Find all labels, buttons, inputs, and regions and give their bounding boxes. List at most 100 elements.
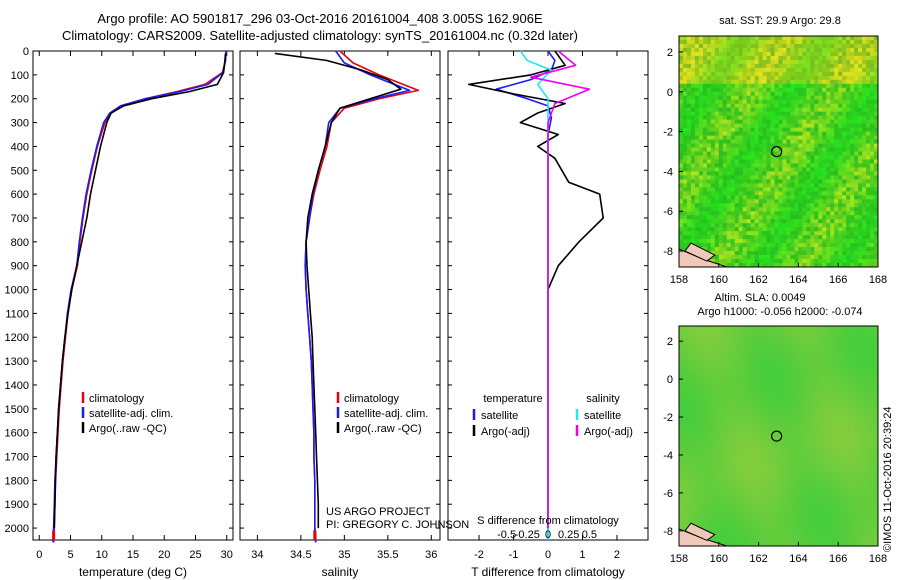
map-pixel <box>754 135 759 140</box>
map-pixel <box>774 203 779 208</box>
map-pixel <box>834 367 839 372</box>
map-pixel <box>806 167 811 172</box>
map-pixel <box>738 247 744 252</box>
map-pixel <box>806 215 811 220</box>
map-pixel <box>706 413 712 418</box>
map-pixel <box>742 63 748 69</box>
map-pixel <box>766 75 771 81</box>
map-pixel <box>762 191 767 196</box>
map-pixel <box>774 375 779 380</box>
map-pixel <box>746 119 752 125</box>
map-pixel <box>686 211 692 216</box>
map-pixel <box>834 223 839 228</box>
map-pixel <box>798 375 803 380</box>
map-pixel <box>850 367 855 372</box>
panel-frame-salinity <box>239 50 441 541</box>
map-pixel <box>702 39 708 45</box>
map-pixel <box>762 79 767 85</box>
map-pixel <box>862 91 867 97</box>
map-pixel <box>798 255 803 260</box>
map-pixel <box>778 413 783 418</box>
map-pixel <box>758 263 763 268</box>
map-pixel <box>838 386 843 391</box>
map-pixel <box>818 424 823 429</box>
map-pixel <box>686 443 692 448</box>
map-pixel <box>722 179 728 184</box>
map-pixel <box>866 55 871 61</box>
map-pixel <box>690 352 696 357</box>
map-pixel <box>714 111 720 117</box>
map-pixel <box>862 341 867 346</box>
map-pixel <box>838 375 843 380</box>
map-pixel <box>786 135 791 140</box>
map-pixel <box>830 447 835 452</box>
map-pixel <box>818 360 823 365</box>
map-pixel <box>698 420 704 426</box>
map-pixel <box>798 155 803 160</box>
map-pixel <box>870 352 875 357</box>
map-pixel <box>738 382 744 388</box>
map-pixel <box>726 223 732 228</box>
map-pixel <box>718 111 724 117</box>
x-tick-label: 2 <box>614 549 620 561</box>
map-pixel <box>726 36 732 41</box>
map-pixel <box>710 432 716 437</box>
map-pixel <box>702 352 708 357</box>
map-pixel <box>866 420 871 426</box>
map-pixel <box>706 139 712 144</box>
map-pixel <box>862 51 867 57</box>
map-pixel <box>778 47 783 53</box>
map-pixel <box>722 462 728 467</box>
map-pixel <box>866 115 871 121</box>
map-pixel <box>726 183 732 188</box>
map-pixel <box>798 135 803 140</box>
map-pixel <box>738 424 744 429</box>
map-pixel <box>766 159 771 164</box>
map-pixel <box>810 151 815 156</box>
map-pixel <box>846 191 851 196</box>
map-pixel <box>698 131 704 136</box>
map-pixel <box>794 63 799 69</box>
map-pixel <box>794 191 799 196</box>
map-pixel <box>778 219 783 224</box>
map-pixel <box>862 255 867 260</box>
map-pixel <box>742 55 748 61</box>
map-pixel <box>842 235 847 240</box>
map-pixel <box>754 103 759 109</box>
map-pixel <box>850 379 855 384</box>
map-pixel <box>746 424 752 429</box>
map-pixel <box>774 259 779 264</box>
map-pixel <box>814 131 819 136</box>
map-pixel <box>730 326 736 331</box>
map-pixel <box>706 55 712 61</box>
map-pixel <box>690 223 696 228</box>
map-pixel <box>830 239 835 244</box>
map-pixel <box>738 379 744 384</box>
map-pixel <box>762 428 767 433</box>
map-pixel <box>686 439 692 444</box>
map-pixel <box>702 187 708 192</box>
map-pixel <box>722 87 728 93</box>
map-pixel <box>694 203 700 208</box>
map-pixel <box>702 394 708 399</box>
map-pixel <box>754 413 759 418</box>
map-pixel <box>714 163 720 168</box>
map-pixel <box>862 420 867 426</box>
map-pixel <box>746 382 752 388</box>
map-pixel <box>874 367 879 372</box>
map-x-tick-label: 168 <box>869 274 887 286</box>
map-pixel <box>814 95 819 101</box>
map-pixel <box>714 352 720 357</box>
map-pixel <box>718 191 724 196</box>
map-pixel <box>870 75 875 81</box>
map-pixel <box>706 386 712 391</box>
map-pixel <box>738 263 744 268</box>
map-pixel <box>746 235 752 240</box>
map-pixel <box>786 390 791 395</box>
map-pixel <box>846 55 851 61</box>
map-pixel <box>822 417 827 422</box>
map-pixel <box>830 147 835 152</box>
map-pixel <box>782 458 787 463</box>
map-pixel <box>798 39 803 45</box>
map-pixel <box>679 159 684 164</box>
